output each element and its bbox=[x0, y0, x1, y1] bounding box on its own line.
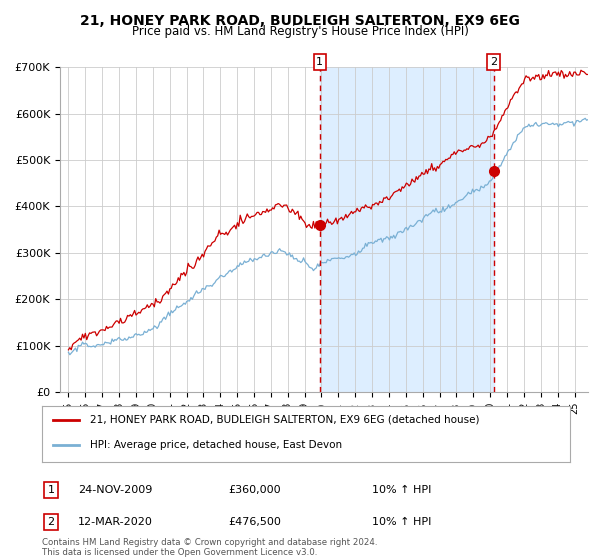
HPI: Average price, detached house, East Devon: (2e+03, 8.57e+04): Average price, detached house, East Devo… bbox=[65, 349, 72, 356]
Text: 2: 2 bbox=[490, 57, 497, 67]
Text: 24-NOV-2009: 24-NOV-2009 bbox=[78, 485, 152, 495]
21, HONEY PARK ROAD, BUDLEIGH SALTERTON, EX9 6EG (detached house) bbox=[268, 207, 275, 213]
21, HONEY PARK ROAD, BUDLEIGH SALTERTON, EX9 6EG (detached house) bbox=[517, 83, 524, 90]
21, HONEY PARK ROAD, BUDLEIGH SALTERTON, EX9 6EG (detached house) bbox=[155, 298, 162, 305]
Text: 2: 2 bbox=[47, 517, 55, 527]
Text: 21, HONEY PARK ROAD, BUDLEIGH SALTERTON, EX9 6EG: 21, HONEY PARK ROAD, BUDLEIGH SALTERTON,… bbox=[80, 14, 520, 28]
Text: £360,000: £360,000 bbox=[228, 485, 281, 495]
Line: HPI: Average price, detached house, East Devon: HPI: Average price, detached house, East… bbox=[68, 118, 588, 354]
HPI: Average price, detached house, East Devon: (2e+03, 8.04e+04): Average price, detached house, East Devo… bbox=[66, 351, 73, 358]
Text: 10% ↑ HPI: 10% ↑ HPI bbox=[372, 517, 431, 527]
HPI: Average price, detached house, East Devon: (2.01e+03, 3.02e+05): Average price, detached house, East Devo… bbox=[269, 249, 276, 255]
Text: Contains HM Land Registry data © Crown copyright and database right 2024.
This d: Contains HM Land Registry data © Crown c… bbox=[42, 538, 377, 557]
21, HONEY PARK ROAD, BUDLEIGH SALTERTON, EX9 6EG (detached house) bbox=[443, 156, 451, 163]
HPI: Average price, detached house, East Devon: (2.02e+03, 5.61e+05): Average price, detached house, East Devo… bbox=[518, 128, 526, 135]
21, HONEY PARK ROAD, BUDLEIGH SALTERTON, EX9 6EG (detached house) bbox=[491, 126, 499, 133]
Text: £476,500: £476,500 bbox=[228, 517, 281, 527]
21, HONEY PARK ROAD, BUDLEIGH SALTERTON, EX9 6EG (detached house) bbox=[577, 67, 584, 73]
Text: HPI: Average price, detached house, East Devon: HPI: Average price, detached house, East… bbox=[89, 440, 341, 450]
HPI: Average price, detached house, East Devon: (2.03e+03, 5.87e+05): Average price, detached house, East Devo… bbox=[584, 116, 592, 123]
Text: 21, HONEY PARK ROAD, BUDLEIGH SALTERTON, EX9 6EG (detached house): 21, HONEY PARK ROAD, BUDLEIGH SALTERTON,… bbox=[89, 415, 479, 425]
HPI: Average price, detached house, East Devon: (2.02e+03, 4.72e+05): Average price, detached house, East Devo… bbox=[493, 170, 500, 176]
HPI: Average price, detached house, East Devon: (2.01e+03, 3.05e+05): Average price, detached house, East Devo… bbox=[275, 247, 282, 254]
Text: 1: 1 bbox=[47, 485, 55, 495]
Text: 10% ↑ HPI: 10% ↑ HPI bbox=[372, 485, 431, 495]
Text: 1: 1 bbox=[316, 57, 323, 67]
HPI: Average price, detached house, East Devon: (2.03e+03, 5.9e+05): Average price, detached house, East Devo… bbox=[581, 115, 589, 122]
21, HONEY PARK ROAD, BUDLEIGH SALTERTON, EX9 6EG (detached house) bbox=[584, 71, 592, 78]
21, HONEY PARK ROAD, BUDLEIGH SALTERTON, EX9 6EG (detached house) bbox=[273, 201, 280, 208]
21, HONEY PARK ROAD, BUDLEIGH SALTERTON, EX9 6EG (detached house) bbox=[65, 347, 72, 353]
Text: Price paid vs. HM Land Registry's House Price Index (HPI): Price paid vs. HM Land Registry's House … bbox=[131, 25, 469, 38]
HPI: Average price, detached house, East Devon: (2e+03, 1.51e+05): Average price, detached house, East Devo… bbox=[157, 319, 164, 325]
Bar bbox=[320, 67, 494, 392]
Text: 12-MAR-2020: 12-MAR-2020 bbox=[78, 517, 153, 527]
Line: 21, HONEY PARK ROAD, BUDLEIGH SALTERTON, EX9 6EG (detached house): 21, HONEY PARK ROAD, BUDLEIGH SALTERTON,… bbox=[68, 70, 588, 350]
HPI: Average price, detached house, East Devon: (2.02e+03, 4.04e+05): Average price, detached house, East Devo… bbox=[445, 202, 452, 208]
